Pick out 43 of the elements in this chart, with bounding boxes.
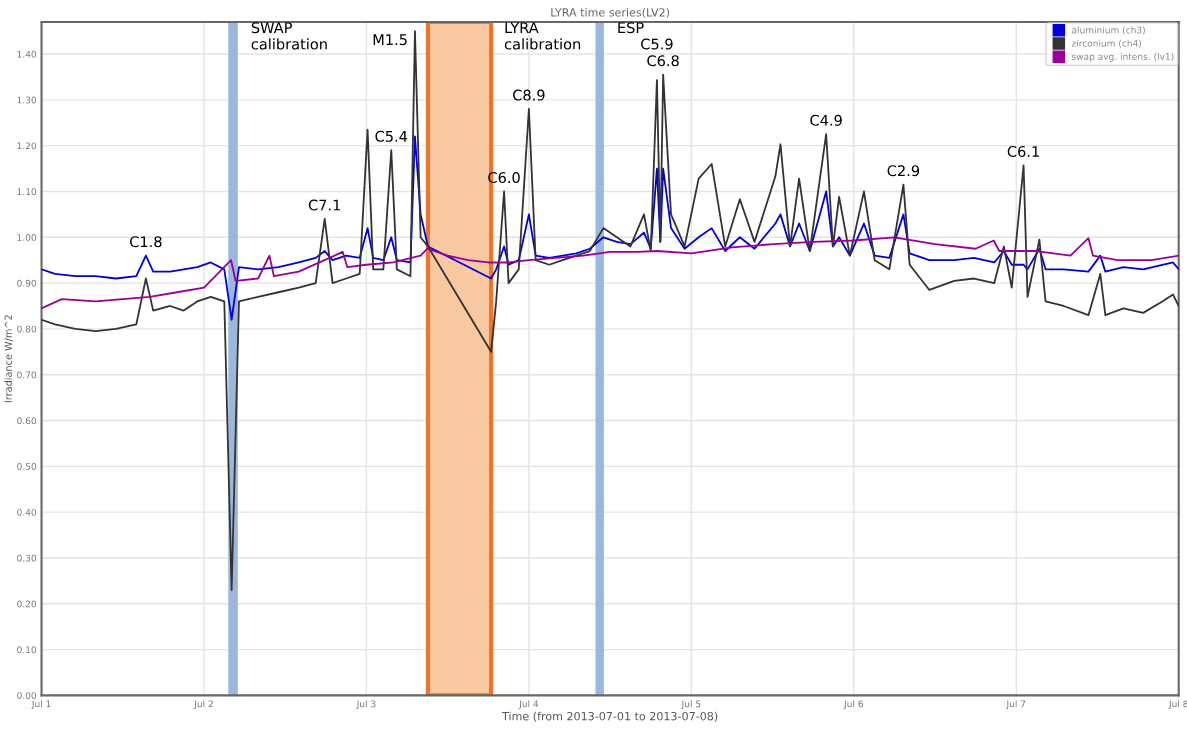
y-tick-label: 0.00 — [17, 692, 37, 699]
y-axis-title: Irradiance W/m^2 — [4, 315, 13, 403]
annotation: C4.9 — [810, 114, 842, 126]
y-tick-label: 1.40 — [17, 50, 37, 58]
x-axis-title: Time (from 2013-07-01 to 2013-07-08) — [502, 711, 718, 722]
y-tick-label: 0.90 — [17, 279, 37, 287]
y-tick-label: 0.60 — [17, 417, 37, 425]
x-tick-label: Jul 3 — [356, 700, 376, 709]
y-tick-label: 0.70 — [17, 371, 37, 379]
y-tick-label: 0.10 — [17, 646, 37, 654]
annotation: C5.9 — [641, 38, 673, 50]
x-tick-label: Jul 2 — [193, 700, 213, 709]
band-label: LYRA calibration — [504, 22, 581, 50]
band-label: SWAP calibration — [251, 22, 327, 50]
x-tick-label: Jul 7 — [1006, 700, 1026, 709]
y-tick-label: 0.30 — [17, 554, 37, 562]
x-tick-label: Jul 4 — [518, 700, 539, 709]
y-tick-label: 0.80 — [17, 325, 37, 333]
band-label: ESP — [618, 22, 644, 34]
line-series — [41, 236, 1179, 310]
x-tick-label: Jul 1 — [31, 700, 51, 709]
annotation: M1.5 — [373, 34, 407, 46]
legend-label: zirconium (ch4) — [1071, 39, 1142, 48]
y-tick-label: 1.00 — [17, 234, 37, 241]
annotation: C2.9 — [887, 165, 920, 177]
annotation: C7.1 — [308, 199, 341, 211]
y-tick-label: 0.40 — [17, 508, 37, 516]
y-tick-label: 0.50 — [17, 463, 37, 470]
y-tick-label: 1.10 — [17, 188, 37, 196]
x-tick-label: Jul 6 — [843, 700, 863, 709]
y-tick-label: 0.20 — [17, 600, 37, 608]
annotation: C5.4 — [375, 130, 408, 142]
chart-title: LYRA time series(LV2) — [551, 7, 670, 18]
y-tick-label: 1.30 — [17, 96, 37, 104]
annotation: C8.9 — [513, 89, 545, 101]
annotation: C1.8 — [130, 236, 162, 248]
annotation: C6.1 — [1007, 145, 1039, 157]
annotation: C6.8 — [647, 55, 679, 67]
legend-label: aluminium (ch3) — [1072, 26, 1145, 35]
legend-label: swap avg. intens. (lv1) — [1071, 52, 1174, 62]
x-tick-label: Jul 5 — [681, 700, 701, 709]
x-tick-label: Jul 8 — [1168, 700, 1187, 709]
y-tick-label: 1.20 — [17, 142, 37, 150]
